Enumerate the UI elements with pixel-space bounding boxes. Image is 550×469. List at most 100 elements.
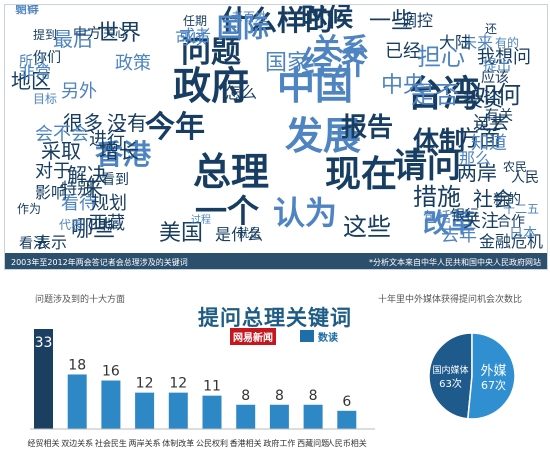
cloud-word: 调控 [401, 11, 434, 30]
cloud-word: 觉得 [15, 5, 40, 16]
cloud-word: 如何 [473, 81, 521, 109]
cloud-word: 增长 [99, 139, 139, 163]
cloud-word: 作为 [17, 202, 42, 216]
word-cloud-footer: 2003年至2012年两会答记者会总理涉及的关键词 *分析文本来自中华人民共和国… [5, 253, 547, 269]
cloud-word: 老百姓 [231, 10, 268, 24]
cloud-word: 看待 [61, 193, 97, 214]
pie-value-label: 63次 [439, 377, 462, 390]
cloud-word: 西藏 [89, 213, 125, 234]
bar-chart-subtitle: 问题涉及到的十大方面 [35, 295, 126, 305]
cloud-source-note: *分析文本来自中华人民共和国中央人民政府网站 [369, 258, 541, 267]
bar-category-label: 社会民生 [95, 438, 127, 448]
cloud-word: 关心 [103, 26, 128, 40]
cloud-word: 金融危机 [479, 232, 544, 251]
word-cloud: 政府 中国 台湾 发展 总理 现在 今年 请问 问题 经济 一个 认为 香港 关系 什么样的 国际 时候 国家 是否… [5, 5, 547, 253]
cloud-word: 一个 [195, 192, 260, 230]
cloud-word: 看法 [19, 236, 47, 252]
cloud-word: 中国 [277, 64, 354, 108]
cloud-word: 地区 [11, 69, 51, 93]
main-title: 提问总理关键词 [198, 306, 352, 330]
cloud-word: 可以 [175, 29, 208, 48]
cloud-word: 中方 [73, 26, 101, 42]
cloud-word: 发展 [285, 114, 362, 158]
cloud-word: 方面 [457, 127, 502, 152]
cloud-word: 目标 [33, 92, 58, 106]
cloud-word: 知道 [471, 133, 507, 154]
cloud-word: 朝鲜 [15, 5, 40, 16]
cloud-word: 合作 [497, 214, 525, 230]
cloud-word: 很多 [63, 111, 103, 135]
cloud-word: 国家 [265, 51, 310, 76]
bar-人民币相关 [337, 410, 357, 429]
cloud-word: 或者 [179, 26, 212, 45]
bar-社会民生 [101, 380, 121, 429]
cloud-word: 新的 [493, 192, 521, 208]
bar-两岸关系 [135, 392, 155, 429]
cloud-word: 提出 [483, 58, 511, 74]
bar-value-label: 8 [275, 388, 284, 404]
cloud-word: 人民 [511, 170, 539, 186]
bar-双边关系 [67, 374, 87, 429]
cloud-word: 最后 [53, 27, 93, 51]
bar-香港相关 [236, 404, 256, 429]
cloud-word: 社会 [473, 187, 513, 211]
cloud-word: 担心 [417, 43, 465, 71]
cloud-word: 世界 [97, 21, 142, 46]
cloud-word: 措施 [413, 183, 461, 211]
cloud-word: 有的 [495, 36, 520, 50]
cloud-word: 日本 [509, 226, 537, 242]
pie-slice-外媒 [467, 332, 516, 420]
cloud-word: 过程 [191, 215, 211, 226]
cloud-word: 解决 [67, 163, 107, 187]
cloud-word: 今年 [145, 110, 205, 145]
cloud-word: 影响 [35, 183, 68, 202]
cloud-word: 请问 [393, 146, 461, 186]
cloud-word: 台湾 [407, 74, 480, 115]
cloud-word: 国际 [217, 14, 270, 44]
cloud-footer-note: 2003年至2012年两会答记者会总理涉及的关键词 [11, 258, 188, 267]
cloud-word: 什么样的 [221, 5, 334, 37]
cloud-word: 怎么 [225, 83, 258, 102]
cloud-word: 进行 [89, 129, 125, 150]
pie-value-label: 67次 [481, 378, 506, 392]
cloud-word: 两岸 [457, 161, 497, 185]
cloud-word: 政策 [115, 53, 151, 74]
cloud-word: 看到 [101, 172, 129, 188]
pie-slice-国内媒体 [428, 332, 473, 420]
bar-value-label: 11 [203, 379, 221, 395]
cloud-word: 你们 [33, 50, 61, 66]
bar-category-label: 经贸相关 [28, 438, 60, 448]
cloud-word: 特别 [61, 179, 94, 198]
bar-西藏问题 [303, 404, 323, 429]
cloud-word: 任期 [183, 14, 208, 28]
bar-category-label: 两岸关系 [129, 438, 161, 448]
cloud-word: 规划 [91, 193, 127, 214]
cloud-word: 大陆 [439, 33, 472, 52]
cloud-word: 这些 [343, 213, 391, 241]
pie-chart-subtitle: 十年里中外媒体获得提问机会次数比 [378, 295, 523, 305]
cloud-word: 去年 [441, 225, 477, 246]
cloud-word: 应该 [481, 70, 509, 86]
cloud-word: 十二五 [503, 202, 540, 216]
cloud-word: 未来 [461, 33, 494, 52]
cloud-word: 经济 [301, 44, 366, 82]
cloud-word: 关系 [313, 32, 370, 65]
cloud-word: 哪些 [71, 217, 116, 242]
bar-category-label: 人民币相关 [327, 438, 367, 448]
bar-value-label: 8 [309, 388, 318, 404]
cloud-word: 总理 [193, 150, 270, 194]
cloud-word: 关于 [475, 118, 503, 134]
pie-label: 外媒 [480, 364, 506, 379]
bar-category-label: 公民权利 [196, 438, 228, 448]
bar-category-label: 体制改革 [162, 438, 194, 448]
cloud-word: 表示 [35, 233, 68, 252]
bar-value-label: 8 [241, 388, 250, 404]
cloud-word: 问题 [181, 35, 241, 70]
bar-value-label: 12 [169, 376, 187, 392]
cloud-word: 所以 [19, 54, 47, 70]
cloud-word: 农民 [503, 160, 528, 174]
bar-政府工作 [269, 404, 289, 429]
bar-value-label: 33 [35, 335, 53, 351]
cloud-word: 来 [83, 176, 103, 200]
